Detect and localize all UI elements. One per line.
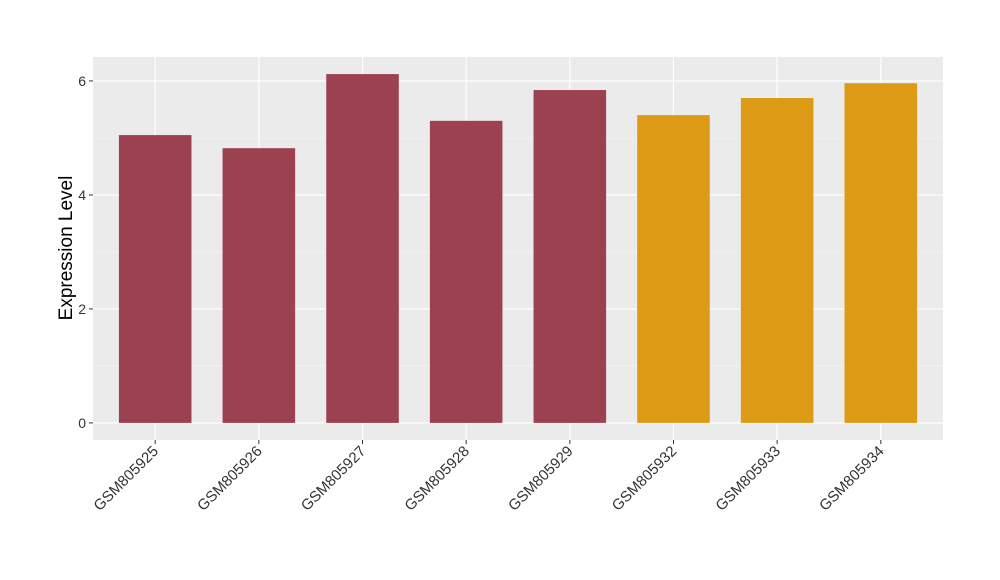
y-tick-label: 0 xyxy=(78,415,86,431)
x-tick-label: GSM805934 xyxy=(816,443,888,515)
bar xyxy=(118,135,192,423)
panel xyxy=(93,57,943,440)
bar xyxy=(637,115,710,423)
bar xyxy=(740,98,814,423)
x-tick-label: GSM805929 xyxy=(505,443,577,515)
y-axis-title: Expression Level xyxy=(56,176,77,321)
bar xyxy=(326,74,399,423)
x-tick-label: GSM805926 xyxy=(194,443,266,515)
x-tick-label: GSM805928 xyxy=(401,443,473,515)
x-tick-label: GSM805927 xyxy=(298,443,370,515)
y-tick-label: 4 xyxy=(78,187,86,203)
x-tick-label: GSM805932 xyxy=(609,443,681,515)
y-tick-label: 2 xyxy=(78,301,86,317)
y-tick-label: 6 xyxy=(78,73,86,89)
bar xyxy=(533,90,607,423)
x-tick-label: GSM805933 xyxy=(712,443,784,515)
bar xyxy=(429,120,503,423)
bar xyxy=(222,148,296,423)
x-tick-label: GSM805925 xyxy=(90,443,162,515)
bar xyxy=(844,83,918,423)
